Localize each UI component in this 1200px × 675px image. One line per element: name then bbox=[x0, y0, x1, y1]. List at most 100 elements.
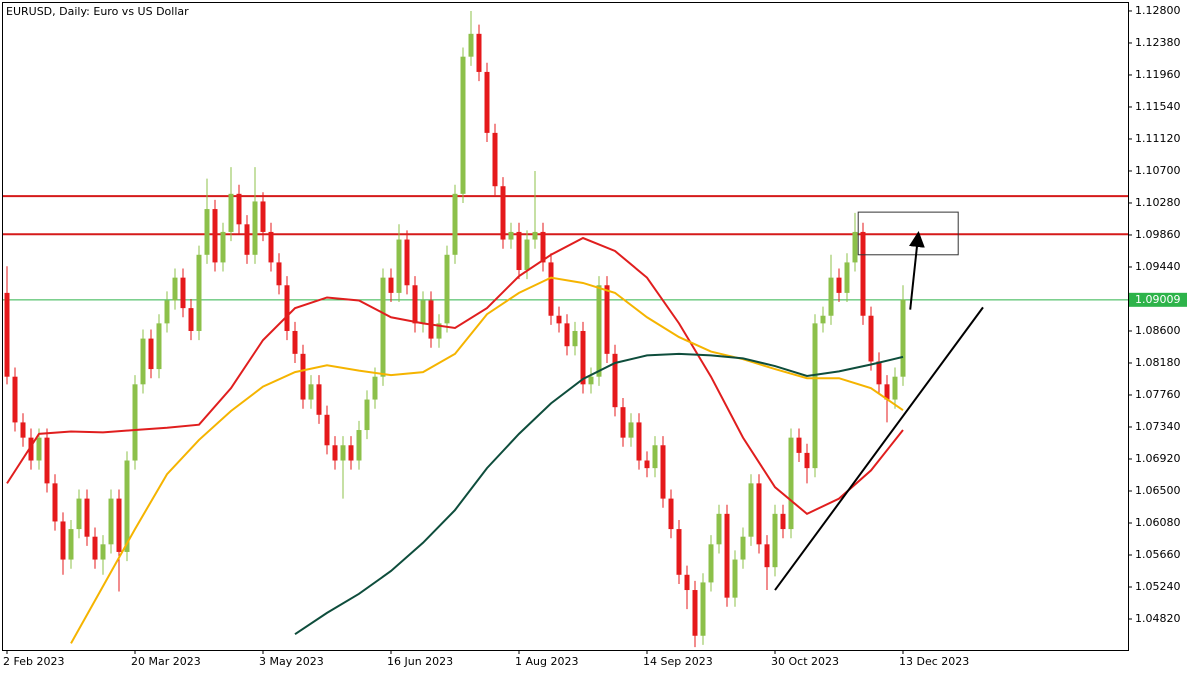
candle-body bbox=[228, 193, 234, 232]
candle-body bbox=[788, 437, 794, 530]
candle-body bbox=[148, 338, 154, 370]
candle-body bbox=[292, 330, 298, 354]
candle-body bbox=[180, 277, 186, 309]
candle-body bbox=[452, 193, 458, 255]
candle-body bbox=[268, 231, 274, 263]
candle-body bbox=[428, 300, 434, 339]
candle-body bbox=[828, 277, 834, 316]
candle-body bbox=[820, 315, 826, 324]
candle-body bbox=[900, 299, 906, 377]
candle-body bbox=[892, 376, 898, 400]
candle-body bbox=[668, 498, 674, 530]
candle-body bbox=[204, 209, 210, 255]
candle-body bbox=[868, 315, 874, 362]
price-label-bg bbox=[1129, 292, 1187, 307]
candle-body bbox=[492, 132, 498, 187]
candle-body bbox=[4, 292, 10, 377]
candle-body bbox=[252, 201, 258, 255]
candle-body bbox=[524, 239, 530, 271]
arrow bbox=[908, 231, 925, 310]
candle-body bbox=[532, 231, 538, 240]
candle-body bbox=[92, 536, 98, 560]
candle-body bbox=[436, 323, 442, 339]
y-tick-label: 1.06500 bbox=[1135, 484, 1181, 497]
x-tick-label: 14 Sep 2023 bbox=[643, 655, 713, 668]
candle-body bbox=[164, 300, 170, 324]
candle-body bbox=[540, 231, 546, 263]
candle-body bbox=[276, 262, 282, 286]
candle-body bbox=[564, 323, 570, 347]
y-tick-label: 1.11120 bbox=[1135, 132, 1181, 145]
candle-body bbox=[316, 384, 322, 415]
y-tick-label: 1.12800 bbox=[1135, 4, 1181, 17]
candle-body bbox=[372, 376, 378, 400]
y-tick-label: 1.07760 bbox=[1135, 388, 1181, 401]
candle-body bbox=[716, 513, 722, 545]
candle-body bbox=[724, 513, 730, 598]
candle-body bbox=[612, 353, 618, 408]
candle-body bbox=[84, 498, 90, 537]
candle-body bbox=[476, 33, 482, 72]
y-tick-label: 1.04820 bbox=[1135, 612, 1181, 625]
candle-body bbox=[220, 231, 226, 263]
candle-body bbox=[20, 422, 26, 438]
candle-body bbox=[764, 544, 770, 568]
candle-body bbox=[796, 437, 802, 453]
candle-body bbox=[636, 422, 642, 461]
candle-body bbox=[324, 414, 330, 446]
moving-average bbox=[70, 276, 904, 644]
y-tick-label: 1.11960 bbox=[1135, 68, 1181, 81]
plot-area bbox=[3, 10, 1128, 648]
x-tick-label: 1 Aug 2023 bbox=[515, 655, 578, 668]
candle-body bbox=[172, 277, 178, 301]
candle-body bbox=[76, 498, 82, 530]
candle-body bbox=[580, 330, 586, 385]
candle-body bbox=[284, 285, 290, 331]
y-tick-label: 1.05660 bbox=[1135, 548, 1181, 561]
candle-body bbox=[844, 262, 850, 293]
candle-body bbox=[308, 384, 314, 400]
candle-body bbox=[876, 361, 882, 385]
candle-body bbox=[404, 239, 410, 286]
candle-body bbox=[884, 384, 890, 400]
candle-body bbox=[380, 277, 386, 377]
target-box bbox=[857, 211, 959, 256]
candle-body bbox=[100, 544, 106, 560]
y-tick-label: 1.07340 bbox=[1135, 420, 1181, 433]
candle-body bbox=[300, 353, 306, 400]
candle-body bbox=[652, 445, 658, 469]
candle-body bbox=[588, 376, 594, 385]
candle-body bbox=[620, 407, 626, 438]
candle-body bbox=[348, 445, 354, 461]
candle-body bbox=[740, 536, 746, 560]
y-tick-label: 1.09860 bbox=[1135, 228, 1181, 241]
candle-body bbox=[644, 460, 650, 469]
x-tick-label: 3 May 2023 bbox=[259, 655, 324, 668]
candle-body bbox=[28, 437, 34, 461]
candle-body bbox=[420, 300, 426, 324]
y-tick-label: 1.12380 bbox=[1135, 36, 1181, 49]
candle-body bbox=[596, 285, 602, 377]
candle-body bbox=[772, 513, 778, 568]
candle-body bbox=[660, 445, 666, 499]
candle-body bbox=[756, 483, 762, 545]
y-tick-label: 1.08180 bbox=[1135, 356, 1181, 369]
candle-body bbox=[468, 33, 474, 57]
candle-body bbox=[236, 193, 242, 225]
plot-border bbox=[2, 2, 1129, 651]
candle-body bbox=[812, 323, 818, 469]
candle-body bbox=[604, 285, 610, 354]
candle-body bbox=[852, 231, 858, 263]
candle-body bbox=[444, 254, 450, 324]
candle-body bbox=[572, 330, 578, 347]
candle-body bbox=[332, 445, 338, 461]
candle-body bbox=[60, 521, 66, 560]
x-tick-label: 13 Dec 2023 bbox=[899, 655, 969, 668]
candle-body bbox=[692, 590, 698, 636]
x-tick-label: 2 Feb 2023 bbox=[3, 655, 64, 668]
candle-body bbox=[508, 231, 514, 240]
candle-body bbox=[140, 338, 146, 385]
candle-body bbox=[396, 239, 402, 293]
y-tick-label: 1.06920 bbox=[1135, 452, 1181, 465]
